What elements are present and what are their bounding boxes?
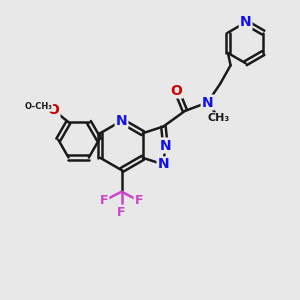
Text: N: N: [160, 139, 171, 152]
Text: O–CH₃: O–CH₃: [25, 102, 52, 111]
Text: O: O: [47, 103, 59, 117]
Text: N: N: [158, 158, 169, 172]
Text: N: N: [202, 95, 213, 110]
Text: O: O: [171, 83, 182, 98]
Text: N: N: [116, 114, 127, 128]
Text: F: F: [135, 194, 143, 207]
Text: CH₃: CH₃: [208, 113, 230, 123]
Text: F: F: [100, 194, 108, 207]
Text: F: F: [117, 206, 126, 219]
Text: N: N: [240, 15, 251, 29]
